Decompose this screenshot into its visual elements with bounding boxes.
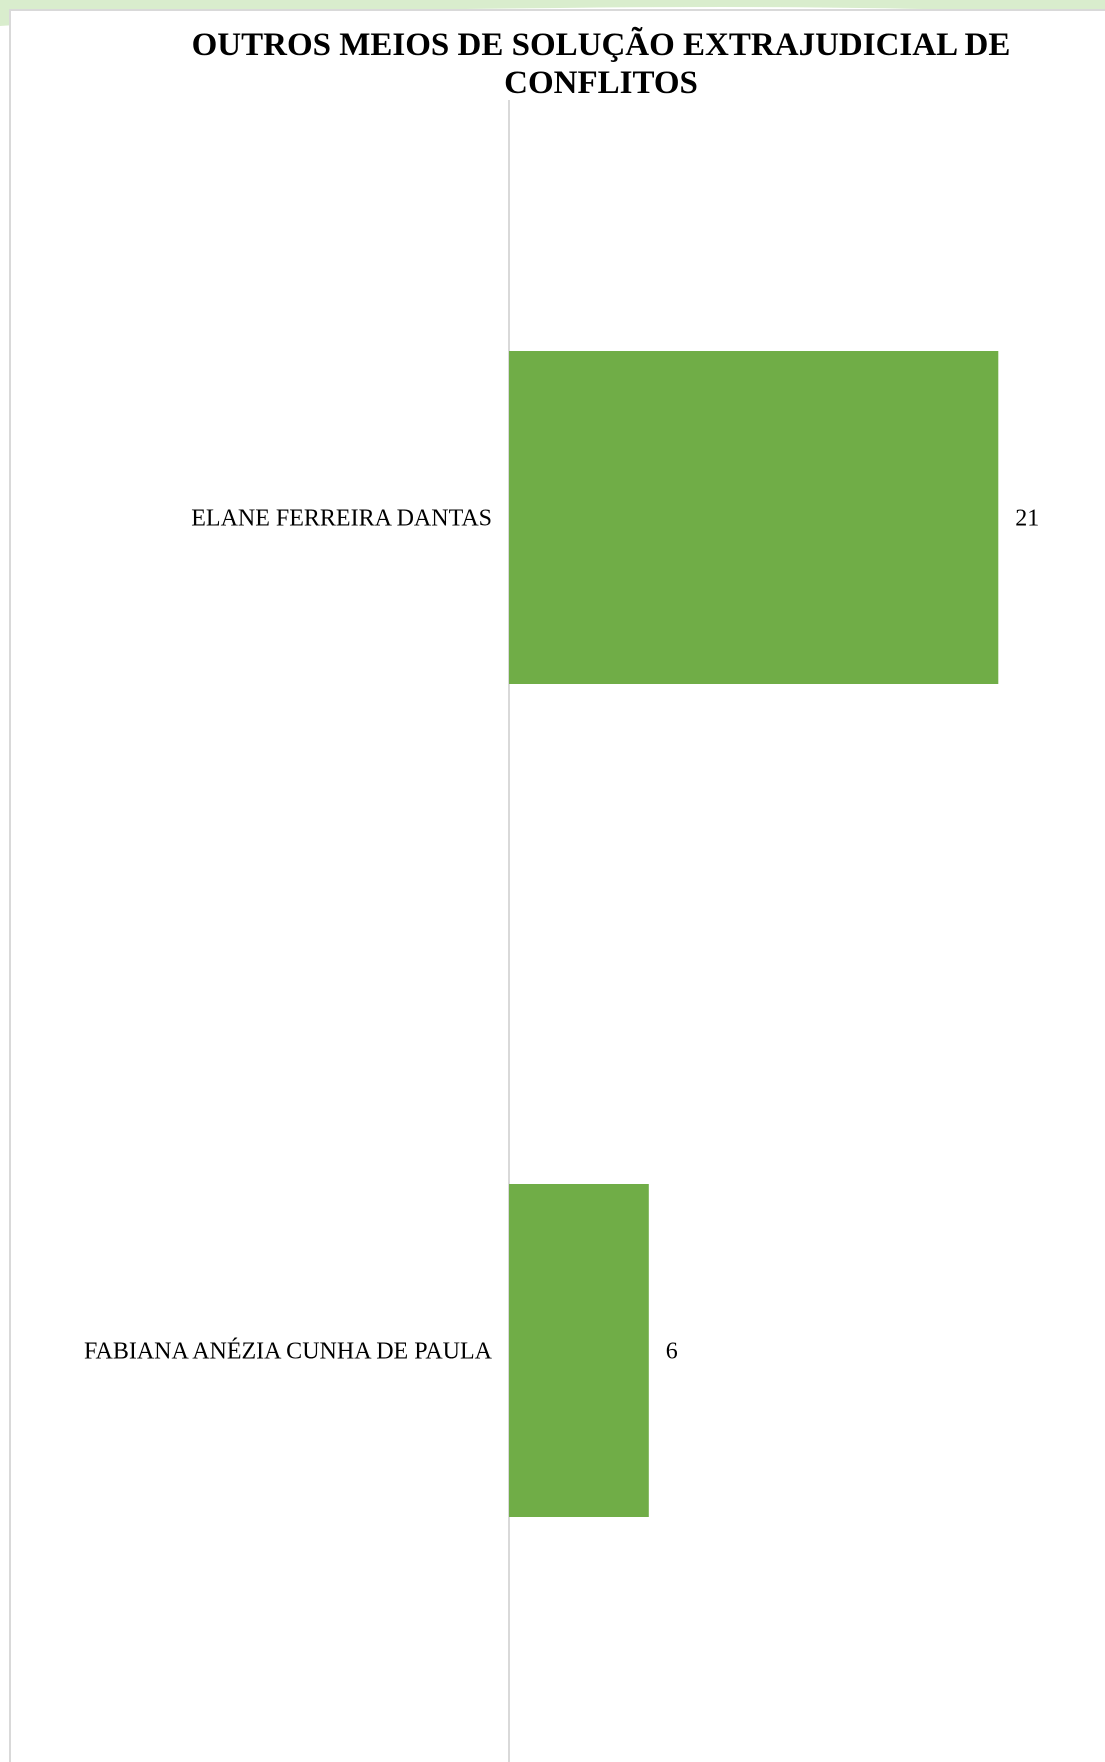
bar-1 xyxy=(509,351,999,684)
bar-2 xyxy=(509,1184,649,1517)
category-label-2: FABIANA ANÉZIA CUNHA DE PAULA xyxy=(84,1339,493,1365)
category-label-1: ELANE FERREIRA DANTAS xyxy=(191,506,492,532)
chart-title-line-1: OUTROS MEIOS DE SOLUÇÃO EXTRAJUDICIAL DE xyxy=(192,26,1011,63)
data-label-2: 6 xyxy=(666,1339,678,1365)
decorative-green-swoosh xyxy=(0,0,1105,26)
bars-group: ELANE FERREIRA DANTAS 21 FABIANA ANÉZIA CU… xyxy=(84,351,1039,1517)
data-label-1: 21 xyxy=(1015,506,1039,532)
chart-title-line-2: CONFLITOS xyxy=(504,65,698,101)
